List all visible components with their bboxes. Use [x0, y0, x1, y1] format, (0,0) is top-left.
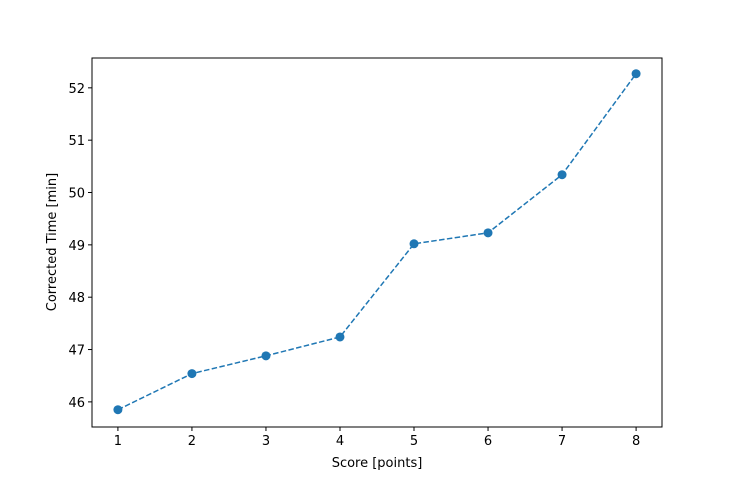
axes-frame: [91, 57, 663, 428]
x-tick-label: 1: [114, 434, 122, 449]
series-line: [117, 73, 637, 411]
x-tick-label: 7: [558, 434, 566, 449]
x-tick-label: 6: [484, 434, 492, 449]
data-point: [261, 351, 271, 361]
y-axis-label: Corrected Time [min]: [45, 173, 60, 311]
x-tick-label: 4: [336, 434, 344, 449]
data-point: [483, 228, 493, 238]
data-point: [335, 332, 345, 342]
x-axis-label: Score [points]: [332, 456, 423, 471]
y-tick-label: 49: [68, 239, 85, 254]
x-tick-label: 2: [188, 434, 196, 449]
data-point: [631, 69, 641, 79]
y-tick-label: 48: [68, 291, 85, 306]
y-tick-label: 51: [68, 134, 85, 149]
x-tick-label: 3: [262, 434, 270, 449]
data-point: [113, 405, 123, 415]
x-tick-label: 8: [632, 434, 640, 449]
data-point: [557, 170, 567, 180]
y-tick-label: 47: [68, 344, 85, 359]
y-tick-label: 52: [68, 82, 85, 97]
y-tick-label: 46: [68, 396, 85, 411]
x-tick-label: 5: [410, 434, 418, 449]
data-point: [409, 239, 419, 249]
data-point: [187, 369, 197, 379]
y-tick-label: 50: [68, 187, 85, 202]
